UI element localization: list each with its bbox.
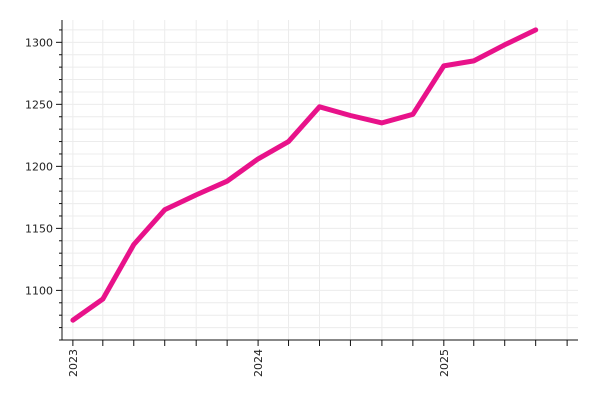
axes (61, 20, 578, 341)
y-tick-label: 1150 (25, 222, 53, 235)
y-tick-label: 1100 (25, 284, 53, 297)
grid (62, 20, 578, 341)
y-tick-label: 1200 (25, 160, 53, 173)
x-tick-label: 2023 (67, 349, 80, 377)
series-line (70, 27, 539, 323)
y-tick-label: 1250 (25, 98, 53, 111)
x-tick-label: 2025 (438, 349, 451, 377)
y-tick-label: 1300 (25, 36, 53, 49)
series (70, 27, 539, 323)
x-tick-label: 2024 (252, 349, 265, 377)
ticks: 1100 1150 1200 1250 1300 2023 2024 2025 (25, 29, 568, 377)
